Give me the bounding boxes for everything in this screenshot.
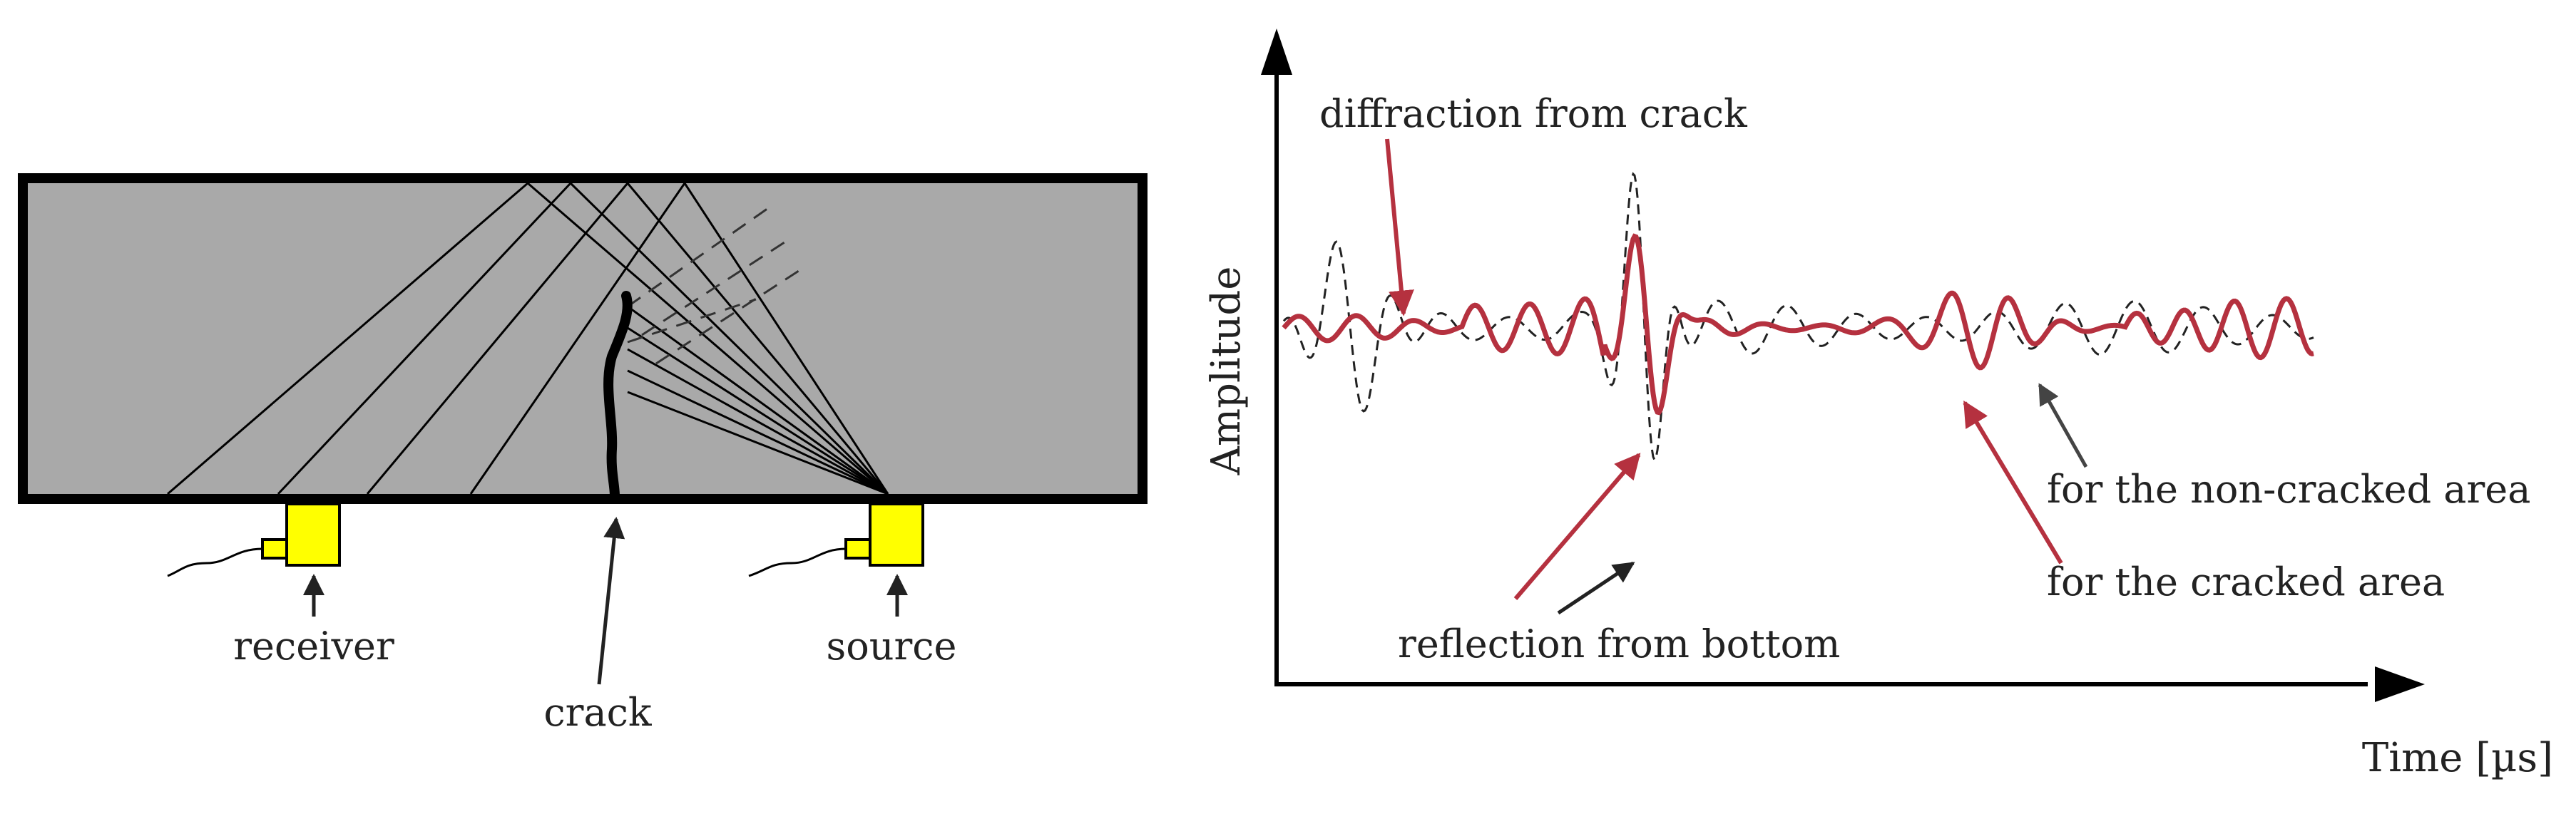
crack-arrow	[597, 517, 625, 685]
wave-ray-paths	[167, 182, 889, 495]
diffraction-annotation: diffraction from crack	[1319, 91, 1748, 136]
reflection-arrow-red	[1513, 453, 1641, 600]
signal-plot: Amplitude Time [µs] diffraction from cra…	[1203, 29, 2553, 781]
source-label: source	[826, 624, 956, 669]
y-axis-label: Amplitude	[1203, 267, 1249, 476]
crack-label: crack	[543, 690, 652, 735]
diffraction-arrow	[1385, 138, 1414, 316]
slab-diagram: receiver crack source	[18, 173, 1148, 735]
crack	[603, 291, 633, 501]
concrete-slab	[18, 173, 1148, 504]
scattered-rays	[627, 205, 799, 365]
receiver-transducer	[167, 503, 341, 617]
non-cracked-arrow	[2038, 383, 2088, 468]
x-axis-arrowhead	[2375, 666, 2425, 702]
reflection-arrow-black	[1557, 561, 1635, 615]
source-transducer	[748, 503, 924, 617]
cracked-signal-trace	[1282, 233, 2314, 416]
non-cracked-annotation: for the non-cracked area	[2047, 467, 2530, 512]
x-axis-label: Time [µs]	[2362, 735, 2553, 781]
receiver-label: receiver	[233, 624, 394, 669]
reflection-annotation: reflection from bottom	[1398, 622, 1840, 666]
non-cracked-signal-trace	[1282, 172, 2314, 463]
y-axis-arrowhead	[1261, 29, 1292, 75]
cracked-arrow	[1963, 400, 2063, 565]
cracked-annotation: for the cracked area	[2047, 560, 2445, 604]
